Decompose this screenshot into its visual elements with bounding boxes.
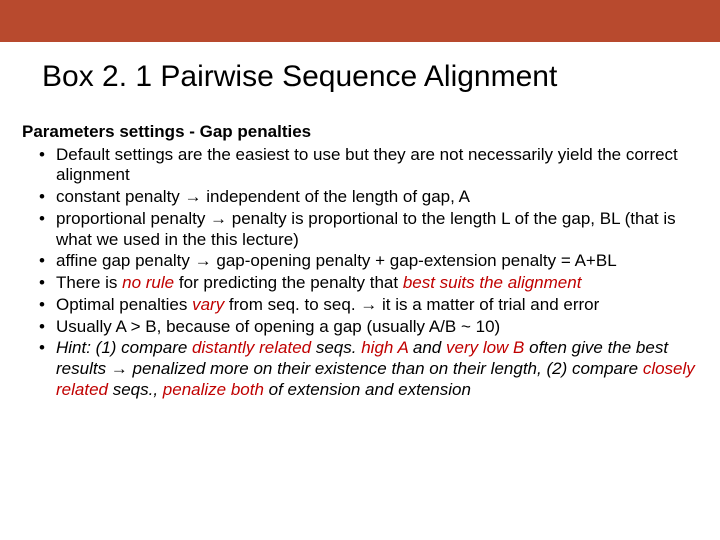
list-item: • Usually A > B, because of opening a ga… <box>30 317 698 338</box>
bullet-text: There is no rule for predicting the pena… <box>54 273 698 294</box>
bullet-list: • Default settings are the easiest to us… <box>22 145 698 401</box>
bullet-text: Usually A > B, because of opening a gap … <box>54 317 698 338</box>
slide-title: Box 2. 1 Pairwise Sequence Alignment <box>0 42 720 94</box>
emphasis-red: very low B <box>446 338 524 357</box>
bullet-text: constant penalty → independent of the le… <box>54 187 698 208</box>
bullet-dot: • <box>30 273 54 294</box>
list-item: • affine gap penalty → gap-opening penal… <box>30 251 698 272</box>
title-top-bar <box>0 0 720 42</box>
bullet-dot: • <box>30 187 54 208</box>
bullet-text: proportional penalty → penalty is propor… <box>54 209 698 250</box>
list-item: • Default settings are the easiest to us… <box>30 145 698 186</box>
emphasis-red: high A <box>361 338 408 357</box>
emphasis-red: distantly related <box>192 338 311 357</box>
bullet-text: Optimal penalties vary from seq. to seq.… <box>54 295 698 316</box>
list-item: • There is no rule for predicting the pe… <box>30 273 698 294</box>
list-item: • Hint: (1) compare distantly related se… <box>30 338 698 400</box>
list-item: • proportional penalty → penalty is prop… <box>30 209 698 250</box>
emphasis-red: penalize both <box>163 380 264 399</box>
emphasis-red: no rule <box>122 273 174 292</box>
bullet-dot: • <box>30 251 54 272</box>
bullet-text: Default settings are the easiest to use … <box>54 145 698 186</box>
bullet-dot: • <box>30 338 54 359</box>
bullet-dot: • <box>30 295 54 316</box>
bullet-text: affine gap penalty → gap-opening penalty… <box>54 251 698 272</box>
emphasis-red: vary <box>192 295 224 314</box>
list-item: • Optimal penalties vary from seq. to se… <box>30 295 698 316</box>
list-item: • constant penalty → independent of the … <box>30 187 698 208</box>
bullet-dot: • <box>30 317 54 338</box>
slide-content: Parameters settings - Gap penalties • De… <box>0 94 720 401</box>
emphasis-plain: Hint: (1) compare distantly related seqs… <box>56 338 695 398</box>
bullet-text: Hint: (1) compare distantly related seqs… <box>54 338 698 400</box>
bullet-dot: • <box>30 145 54 166</box>
bullet-dot: • <box>30 209 54 230</box>
emphasis-red: best suits the alignment <box>403 273 582 292</box>
sub-heading: Parameters settings - Gap penalties <box>22 122 698 143</box>
